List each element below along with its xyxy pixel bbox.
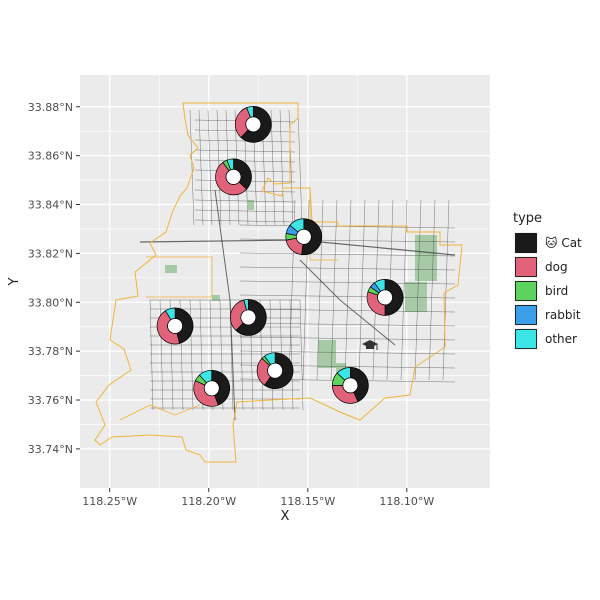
park-area xyxy=(212,295,220,301)
legend-title: type xyxy=(513,211,542,226)
district-boundary xyxy=(146,256,213,298)
y-axis: 33.74°N 33.76°N 33.78°N 33.80°N 33.82°N 33.84… xyxy=(28,101,80,456)
park-area xyxy=(165,265,177,273)
x-tick-label: 118.25°W xyxy=(82,495,137,508)
y-tick-label: 33.82°N xyxy=(28,247,73,260)
street xyxy=(428,199,436,381)
street xyxy=(194,219,296,223)
park-area xyxy=(248,200,254,210)
street xyxy=(400,199,408,381)
y-tick-label: 33.76°N xyxy=(28,394,73,407)
street xyxy=(270,109,276,226)
y-tick-label: 33.88°N xyxy=(28,101,73,114)
street xyxy=(239,350,456,355)
y-tick-label: 33.78°N xyxy=(28,345,73,358)
y-tick-label: 33.74°N xyxy=(28,443,73,456)
street xyxy=(239,266,456,271)
donut-hole xyxy=(377,289,393,306)
street xyxy=(358,199,366,381)
x-tick-label: 118.15°W xyxy=(280,495,335,508)
x-axis: 118.25°W 118.20°W 118.15°W 118.10°W xyxy=(82,488,434,508)
street xyxy=(194,149,296,153)
park-area xyxy=(318,340,336,368)
y-axis-title: Y xyxy=(7,277,22,286)
street xyxy=(194,139,296,143)
major-road xyxy=(214,189,236,421)
street xyxy=(414,199,422,381)
major-road xyxy=(299,259,396,346)
street xyxy=(289,299,294,411)
street xyxy=(297,109,303,226)
park-area xyxy=(405,282,427,312)
donut-marker xyxy=(256,352,294,390)
donut-marker xyxy=(285,218,323,256)
street xyxy=(239,252,456,257)
donut-marker xyxy=(230,299,267,336)
street xyxy=(194,159,296,163)
legend-swatch-rabbit xyxy=(515,305,537,325)
donut-marker xyxy=(332,367,369,404)
street xyxy=(442,199,450,381)
district-boundary xyxy=(309,188,338,261)
donut-hole xyxy=(225,169,242,185)
street xyxy=(330,199,338,381)
legend: type 🐱 Cat dog bird rabbit other xyxy=(513,211,582,350)
donut-marker xyxy=(193,369,230,407)
donut-marker xyxy=(156,307,194,345)
x-tick-label: 118.10°W xyxy=(379,495,434,508)
street xyxy=(239,336,456,341)
legend-label-cat: 🐱 Cat xyxy=(545,236,582,250)
street xyxy=(239,322,456,327)
street xyxy=(207,109,213,226)
donut-hole xyxy=(342,377,359,394)
street xyxy=(189,109,195,226)
district-boundary xyxy=(119,404,201,421)
legend-label-bird: bird xyxy=(545,284,568,298)
street xyxy=(316,199,324,381)
donut-hole xyxy=(167,318,183,334)
street xyxy=(194,199,296,203)
donut-hole xyxy=(240,309,257,326)
donut-hole xyxy=(203,380,220,397)
donut-markers xyxy=(156,106,404,407)
legend-label-dog: dog xyxy=(545,260,568,274)
y-tick-label: 33.84°N xyxy=(28,199,73,212)
donut-marker xyxy=(215,158,252,196)
donut-marker xyxy=(366,279,404,316)
legend-swatch-cat xyxy=(515,233,537,253)
legend-swatch-other xyxy=(515,329,537,349)
street xyxy=(239,280,456,285)
street xyxy=(239,308,456,313)
x-tick-label: 118.20°W xyxy=(181,495,236,508)
legend-swatch-dog xyxy=(515,257,537,277)
x-axis-title: X xyxy=(281,509,290,524)
donut-hole xyxy=(267,362,283,379)
street xyxy=(239,294,456,299)
city-boundary xyxy=(94,102,463,463)
y-tick-label: 33.80°N xyxy=(28,296,73,309)
street xyxy=(344,199,352,381)
donut-hole xyxy=(245,116,262,133)
street xyxy=(299,299,304,411)
legend-swatch-bird xyxy=(515,281,537,301)
legend-label-other: other xyxy=(545,332,577,346)
street xyxy=(279,109,285,226)
donut-marker xyxy=(235,106,272,143)
street xyxy=(149,299,154,411)
street xyxy=(239,238,456,243)
street xyxy=(198,109,204,226)
legend-label-rabbit: rabbit xyxy=(545,308,581,322)
donut-hole xyxy=(295,228,312,245)
graduation-cap-icon xyxy=(362,340,378,350)
street xyxy=(194,209,296,213)
y-tick-label: 33.86°N xyxy=(28,150,73,163)
